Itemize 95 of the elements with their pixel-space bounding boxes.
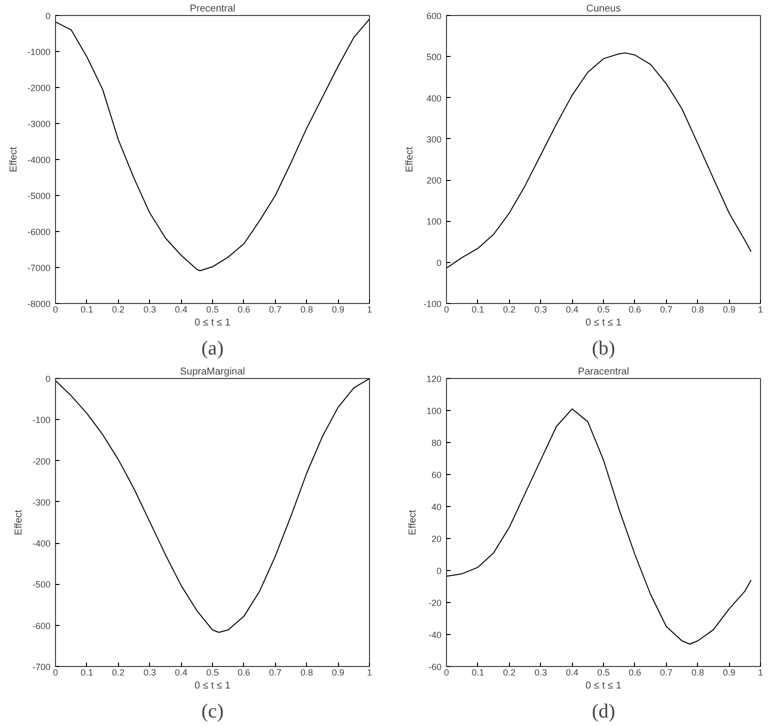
x-tick-label: 0.4	[566, 668, 578, 678]
y-tick-label: 120	[426, 374, 442, 384]
chart-title: Cuneus	[586, 4, 621, 14]
y-tick-label: -1000	[27, 47, 51, 57]
y-tick-label: 600	[426, 11, 442, 21]
y-tick-label: -20	[428, 598, 442, 608]
y-tick-label: -100	[423, 299, 442, 309]
y-axis-title: Effect	[13, 510, 24, 536]
x-tick-label: 0.3	[143, 304, 156, 314]
x-tick-label: 1	[758, 304, 764, 314]
y-tick-label: 400	[426, 93, 442, 104]
x-tick-label: 0.9	[722, 668, 736, 678]
x-tick-label: 0.1	[472, 304, 484, 314]
y-axis-title: Effect	[407, 510, 418, 536]
y-tick-label: -300	[32, 497, 50, 508]
x-tick-label: 0.9	[332, 304, 344, 314]
x-tick-label: 1	[366, 304, 372, 314]
x-tick-label: 0.5	[206, 668, 219, 678]
chart-title: Paracentral	[578, 366, 630, 378]
x-axis-title: 0 ≤ t ≤ 1	[586, 318, 622, 328]
x-tick-label: 0.6	[628, 668, 642, 678]
x-tick-label: 0.4	[174, 668, 188, 678]
y-tick-label: -400	[32, 538, 50, 549]
x-tick-label: 0.2	[503, 668, 516, 678]
y-tick-label: 0	[436, 258, 442, 268]
x-tick-label: 0.4	[174, 304, 188, 314]
text: (d)	[592, 700, 616, 722]
x-tick-label: 0	[444, 668, 450, 678]
y-tick-label: 100	[426, 216, 442, 227]
x-tick-label: 0.5	[597, 304, 610, 314]
x-axis-title: 0 ≤ t ≤ 1	[586, 680, 622, 692]
x-tick-label: 0.1	[472, 668, 484, 678]
x-tick-label: 0.3	[534, 668, 547, 678]
y-tick-label: 80	[431, 438, 442, 448]
x-tick-label: 0.1	[80, 304, 94, 314]
y-tick-label: 20	[431, 534, 442, 544]
y-tick-label: -3000	[27, 119, 51, 129]
y-tick-label: -100	[32, 415, 50, 426]
x-tick-label: 0.7	[269, 668, 282, 678]
y-tick-label: -40	[428, 630, 442, 640]
y-tick-label: 0	[45, 374, 51, 384]
x-tick-label: 0.9	[722, 304, 736, 314]
y-axis-title: Effect	[8, 146, 20, 172]
x-tick-label: 0.8	[300, 668, 313, 678]
x-tick-label: 0	[444, 304, 450, 314]
y-tick-label: 200	[426, 176, 442, 186]
x-tick-label: 0.5	[206, 304, 219, 314]
chart-title: SupraMarginal	[180, 366, 246, 378]
x-tick-label: 0	[52, 304, 58, 314]
y-tick-label: 0	[45, 11, 51, 21]
y-tick-label: 300	[426, 134, 442, 144]
x-tick-label: 0.9	[332, 668, 344, 678]
x-tick-label: 1	[366, 668, 372, 678]
y-tick-label: 60	[431, 470, 442, 480]
text: (c)	[201, 700, 224, 722]
y-tick-label: -600	[32, 620, 50, 631]
x-tick-label: 0.6	[238, 304, 250, 314]
y-tick-label: 100	[426, 406, 442, 416]
text: (b)	[592, 338, 616, 360]
y-tick-label: -700	[32, 662, 50, 672]
x-tick-label: 0.7	[269, 304, 282, 314]
x-tick-label: 1	[758, 668, 764, 678]
y-tick-label: -200	[32, 456, 50, 466]
y-tick-label: -4000	[27, 155, 51, 165]
x-axis-title: 0 ≤ t ≤ 1	[194, 318, 231, 328]
text: (a)	[201, 338, 224, 360]
y-tick-label: -60	[428, 662, 442, 672]
y-axis-title: Effect	[404, 146, 416, 172]
y-tick-label: 40	[431, 502, 442, 512]
x-tick-label: 0.3	[143, 668, 156, 678]
x-tick-label: 0.5	[597, 668, 610, 678]
x-axis-title: 0 ≤ t ≤ 1	[194, 680, 231, 692]
y-tick-label: -2000	[27, 83, 51, 93]
x-tick-label: 0.6	[238, 668, 250, 678]
x-tick-label: 0.8	[691, 668, 704, 678]
y-tick-label: 0	[436, 566, 442, 576]
x-tick-label: 0.7	[660, 668, 673, 678]
x-tick-label: 0.7	[660, 304, 673, 314]
x-tick-label: 0.2	[112, 668, 125, 678]
x-tick-label: 0.1	[80, 668, 94, 678]
y-tick-label: -7000	[27, 263, 51, 273]
x-tick-label: 0.6	[628, 304, 642, 314]
y-tick-label: 500	[426, 52, 442, 62]
y-tick-label: -8000	[27, 299, 51, 309]
x-tick-label: 0.2	[112, 304, 125, 314]
chart-title: Precentral	[190, 4, 236, 14]
y-tick-label: -500	[32, 580, 50, 590]
x-tick-label: 0.3	[534, 304, 547, 314]
y-tick-label: -5000	[27, 191, 51, 201]
x-tick-label: 0	[52, 668, 58, 678]
x-tick-label: 0.2	[503, 304, 516, 314]
x-tick-label: 0.4	[566, 304, 578, 314]
y-tick-label: -6000	[27, 227, 51, 237]
x-tick-label: 0.8	[300, 304, 313, 314]
x-tick-label: 0.8	[691, 304, 704, 314]
